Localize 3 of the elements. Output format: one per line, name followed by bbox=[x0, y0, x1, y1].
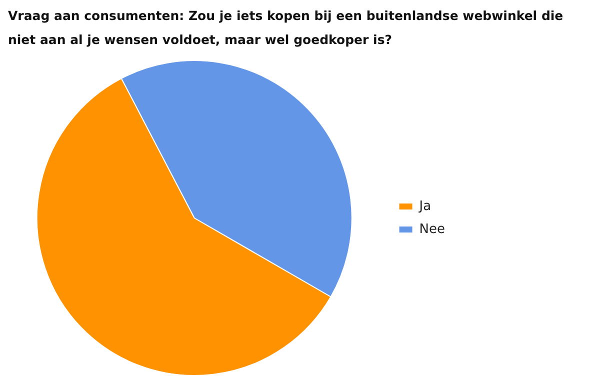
legend-label: Ja bbox=[418, 198, 432, 214]
legend-label: Nee bbox=[419, 222, 446, 237]
chart-title: Vraag aan consumenten: Zou je iets kopen bij een buitenlandse webwinkel die niet aan al je wensen voldoet, maar wel goedkoper is? bbox=[8, 7, 564, 49]
